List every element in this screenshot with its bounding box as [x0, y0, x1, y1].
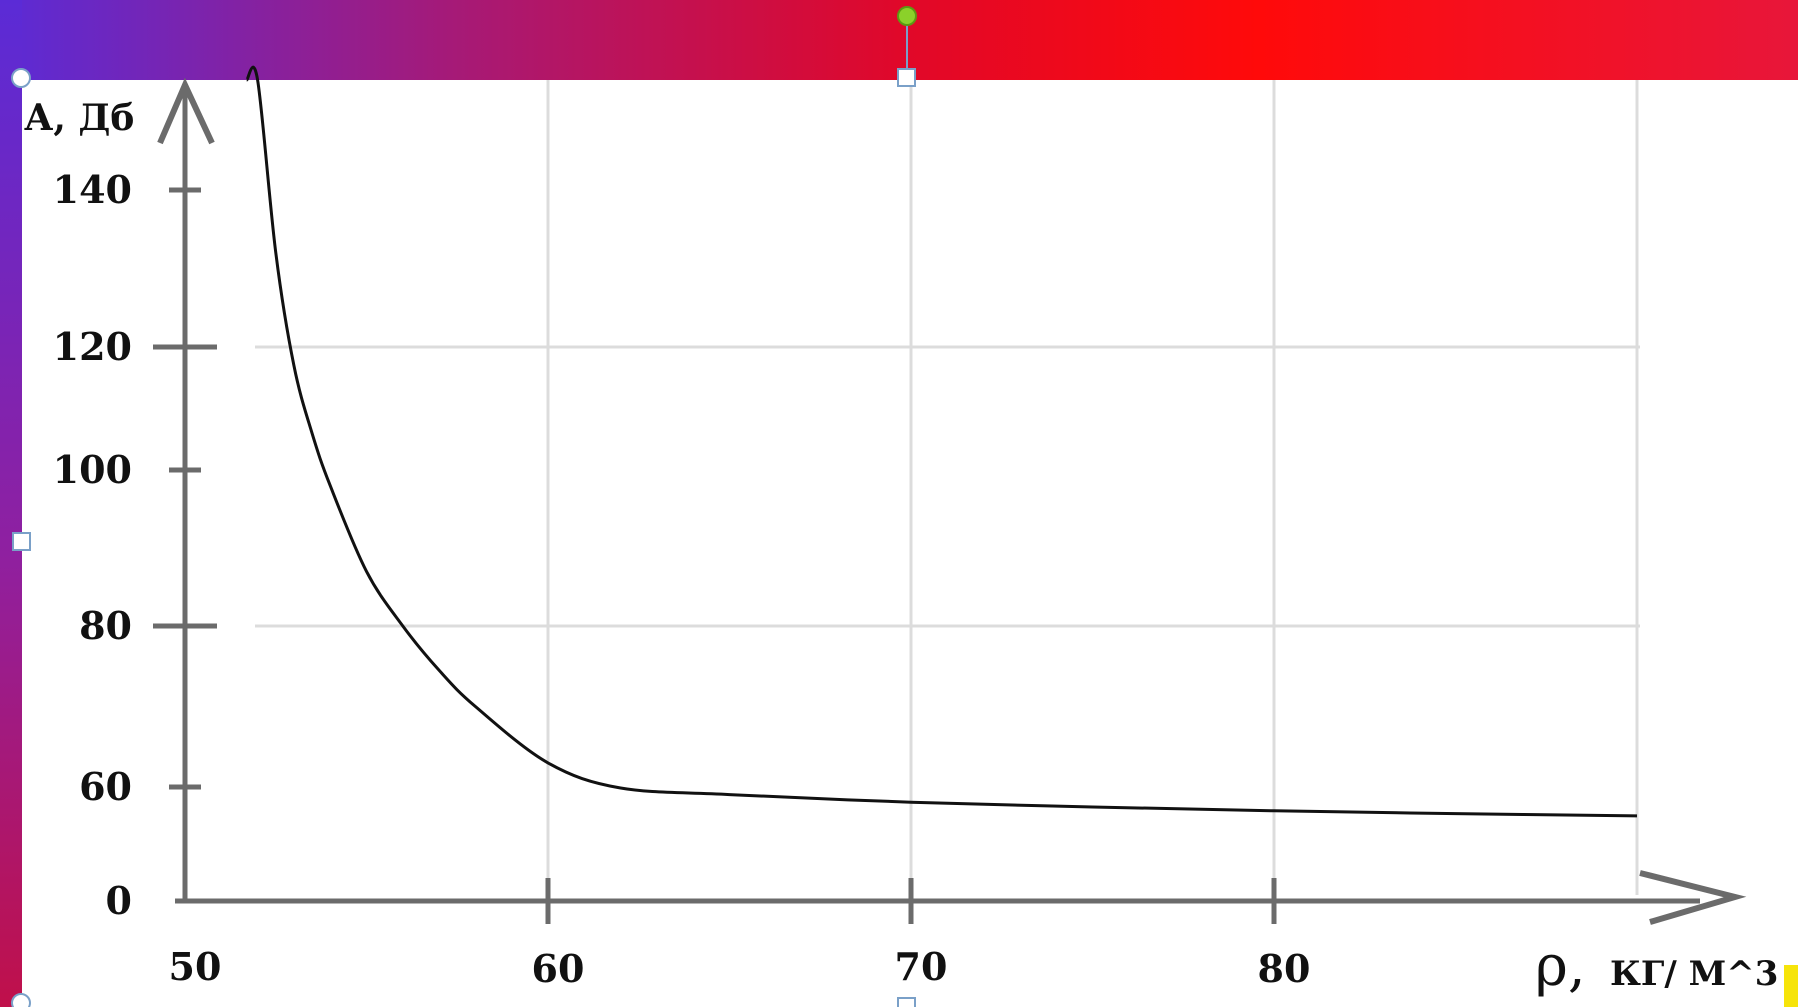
resize-handle-top-middle[interactable]	[897, 68, 916, 87]
y-tick-label: 140	[53, 167, 132, 212]
resize-handle-top-left[interactable]	[11, 68, 31, 88]
axis-ticks	[153, 187, 1277, 924]
x-tick-label: 60	[532, 946, 585, 991]
resize-handle-bottom-middle[interactable]	[897, 997, 916, 1007]
plot-background	[22, 80, 1784, 1007]
y-tick-label: 80	[79, 603, 132, 648]
x-axis-title-symbol: ρ,	[1535, 934, 1586, 999]
series-line	[245, 65, 1638, 818]
tick-labels: 0 60 80 100 120 140 50 60 70 80	[53, 167, 1311, 991]
left-gradient-band	[0, 0, 22, 1007]
x-axis-arrow	[1639, 870, 1747, 925]
y-tick-label: 60	[79, 764, 132, 809]
resize-handle-bottom-left[interactable]	[11, 993, 31, 1007]
grid-lines	[255, 80, 1640, 895]
y-axis-title: А, Дб	[24, 97, 134, 139]
y-tick-label: 100	[53, 447, 132, 492]
rotation-handle[interactable]	[897, 6, 917, 26]
yellow-corner-marker	[1784, 965, 1798, 1007]
y-tick-label: 0	[106, 878, 132, 923]
resize-handle-middle-left[interactable]	[12, 532, 31, 551]
x-tick-label: 80	[1258, 946, 1311, 991]
x-tick-label: 70	[895, 944, 948, 989]
x-tick-label: 50	[169, 944, 222, 989]
y-tick-label: 120	[53, 324, 132, 369]
axes	[157, 77, 1747, 925]
y-axis-arrow	[157, 77, 215, 145]
x-axis-title-unit: КГ/ М^3	[1610, 954, 1778, 994]
